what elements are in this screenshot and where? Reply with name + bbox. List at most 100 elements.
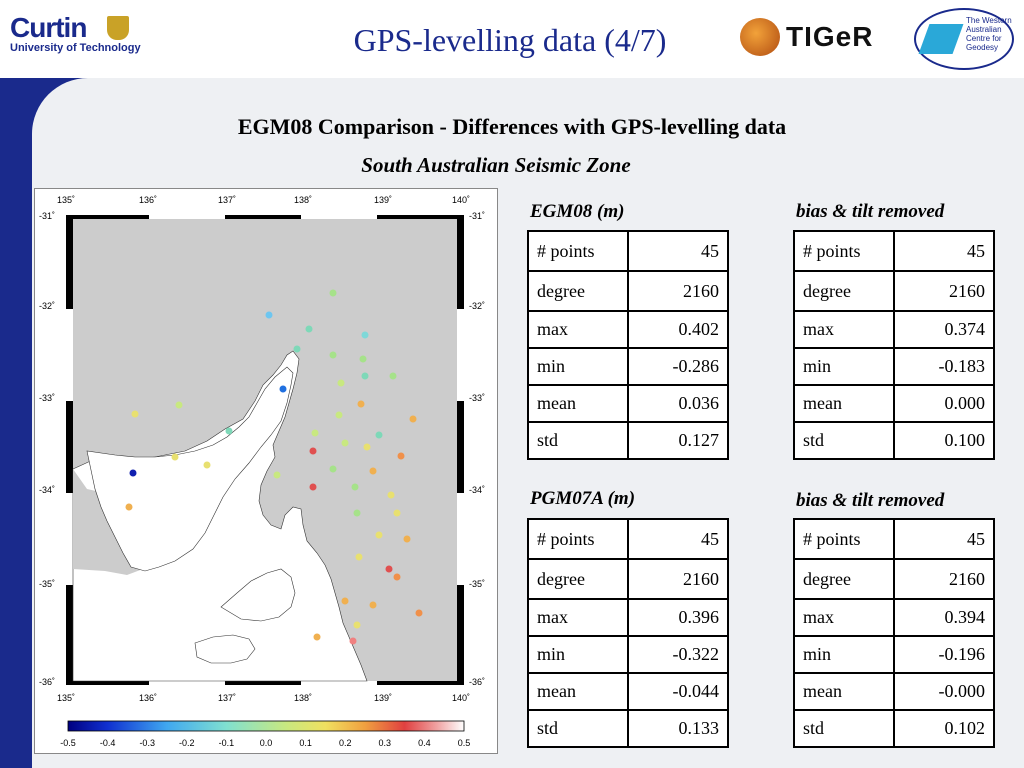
map-y-tick-right: -31˚ (469, 211, 485, 221)
wacg-logo-text: The Western Australian Centre for Geodes… (966, 16, 1012, 52)
map-data-point (203, 461, 211, 469)
map-data-point (363, 443, 371, 451)
map-colorbar (67, 720, 465, 732)
map-x-tick-bottom: 138˚ (294, 693, 312, 703)
egm08-stats-table: # points 45 degree 2160 max 0.402 min -0.286… (527, 230, 729, 460)
map-data-point (393, 509, 401, 517)
table-cell-label: mean (527, 384, 629, 423)
table-row: degree 2160 (793, 558, 995, 600)
map-x-tick-bottom: 139˚ (374, 693, 392, 703)
colorbar-tick: 0.1 (299, 738, 312, 748)
map-data-point (375, 531, 383, 539)
colorbar-tick: 0.0 (260, 738, 273, 748)
egm08-bias-tilt-table: # points 45 degree 2160 max 0.374 min -0.183… (793, 230, 995, 460)
table-cell-label: degree (527, 558, 629, 600)
map-data-point (355, 553, 363, 561)
map-x-tick-bottom: 135˚ (57, 693, 75, 703)
map-x-tick-top: 140˚ (452, 195, 470, 205)
table-cell-label: degree (793, 558, 895, 600)
table-row: max 0.396 (527, 598, 729, 637)
table-cell-value: 0.133 (627, 709, 729, 748)
tiger-logo-text: TIGeR (786, 21, 874, 52)
pgm07a-table-title: PGM07A (m) (530, 488, 636, 509)
map-frame-ticks (66, 215, 464, 685)
map-data-point (341, 439, 349, 447)
colorbar-tick: 0.3 (379, 738, 392, 748)
curtin-crest-icon (107, 16, 129, 40)
table-row: degree 2160 (527, 270, 729, 312)
table-cell-label: mean (793, 672, 895, 711)
table-cell-label: # points (793, 518, 895, 560)
colorbar-tick: 0.5 (458, 738, 471, 748)
colorbar-tick: 0.4 (418, 738, 431, 748)
table-cell-value: 2160 (893, 270, 995, 312)
table-row: std 0.133 (527, 709, 729, 748)
map-y-tick-left: -33˚ (39, 393, 55, 403)
map-x-tick-bottom: 140˚ (452, 693, 470, 703)
map-data-point (409, 415, 417, 423)
map-data-points (125, 289, 423, 645)
map-data-point (125, 503, 133, 511)
table-row: std 0.102 (793, 709, 995, 748)
map-data-point (305, 325, 313, 333)
table-row: min -0.286 (527, 347, 729, 386)
map-y-tick-left: -36˚ (39, 677, 55, 687)
table-cell-value: 45 (627, 230, 729, 272)
colorbar-tick: -0.3 (139, 738, 155, 748)
map-x-tick-top: 138˚ (294, 195, 312, 205)
map-x-tick-top: 135˚ (57, 195, 75, 205)
curtin-logo-name: Curtin (10, 12, 87, 43)
table-cell-label: max (527, 598, 629, 637)
map-data-point (351, 483, 359, 491)
table-row: mean 0.000 (793, 384, 995, 423)
map-data-point (279, 385, 287, 393)
wacg-logo: The Western Australian Centre for Geodes… (910, 2, 1020, 74)
table-row: # points 45 (793, 518, 995, 560)
table-cell-label: max (793, 598, 895, 637)
table-row: mean 0.036 (527, 384, 729, 423)
table-cell-label: # points (527, 518, 629, 560)
table-cell-label: std (793, 421, 895, 460)
table-cell-value: 0.102 (893, 709, 995, 748)
map-data-point (265, 311, 273, 319)
map-data-point (329, 289, 337, 297)
colorbar-tick: -0.4 (100, 738, 116, 748)
map-data-point (359, 355, 367, 363)
map-land (72, 350, 368, 682)
table-cell-label: # points (793, 230, 895, 272)
table-row: min -0.322 (527, 635, 729, 674)
table-cell-value: -0.196 (893, 635, 995, 674)
map-data-point (311, 429, 319, 437)
map-y-tick-left: -31˚ (39, 211, 55, 221)
table-row: max 0.394 (793, 598, 995, 637)
table-cell-label: std (527, 709, 629, 748)
table-cell-value: 0.374 (893, 310, 995, 349)
table-cell-value: 2160 (627, 270, 729, 312)
table-cell-label: mean (527, 672, 629, 711)
pgm07a-bias-tilt-table: # points 45 degree 2160 max 0.394 min -0.196… (793, 518, 995, 748)
colorbar-tick: -0.1 (219, 738, 235, 748)
map-data-point (397, 452, 405, 460)
map-x-tick-bottom: 136˚ (139, 693, 157, 703)
map-data-point (337, 379, 345, 387)
table-cell-value: 2160 (627, 558, 729, 600)
table-cell-value: -0.322 (627, 635, 729, 674)
map-data-point (361, 331, 369, 339)
map-data-point (329, 465, 337, 473)
table-row: mean -0.000 (793, 672, 995, 711)
map-data-point (353, 621, 361, 629)
map-data-point (349, 637, 357, 645)
tiger-globe-icon (740, 18, 780, 56)
map-y-tick-left: -32˚ (39, 301, 55, 311)
table-cell-label: degree (793, 270, 895, 312)
table-cell-value: -0.044 (627, 672, 729, 711)
table-cell-value: 0.000 (893, 384, 995, 423)
map-x-tick-top: 137˚ (218, 195, 236, 205)
table-cell-label: degree (527, 270, 629, 312)
map-data-point (393, 573, 401, 581)
map-data-point (357, 400, 365, 408)
map-data-point (341, 597, 349, 605)
slide-title: GPS-levelling data (4/7) (353, 22, 667, 58)
egm08-bias-tilt-title: bias & tilt removed (796, 201, 945, 222)
slide-heading: EGM08 Comparison - Differences with GPS-… (237, 114, 787, 139)
